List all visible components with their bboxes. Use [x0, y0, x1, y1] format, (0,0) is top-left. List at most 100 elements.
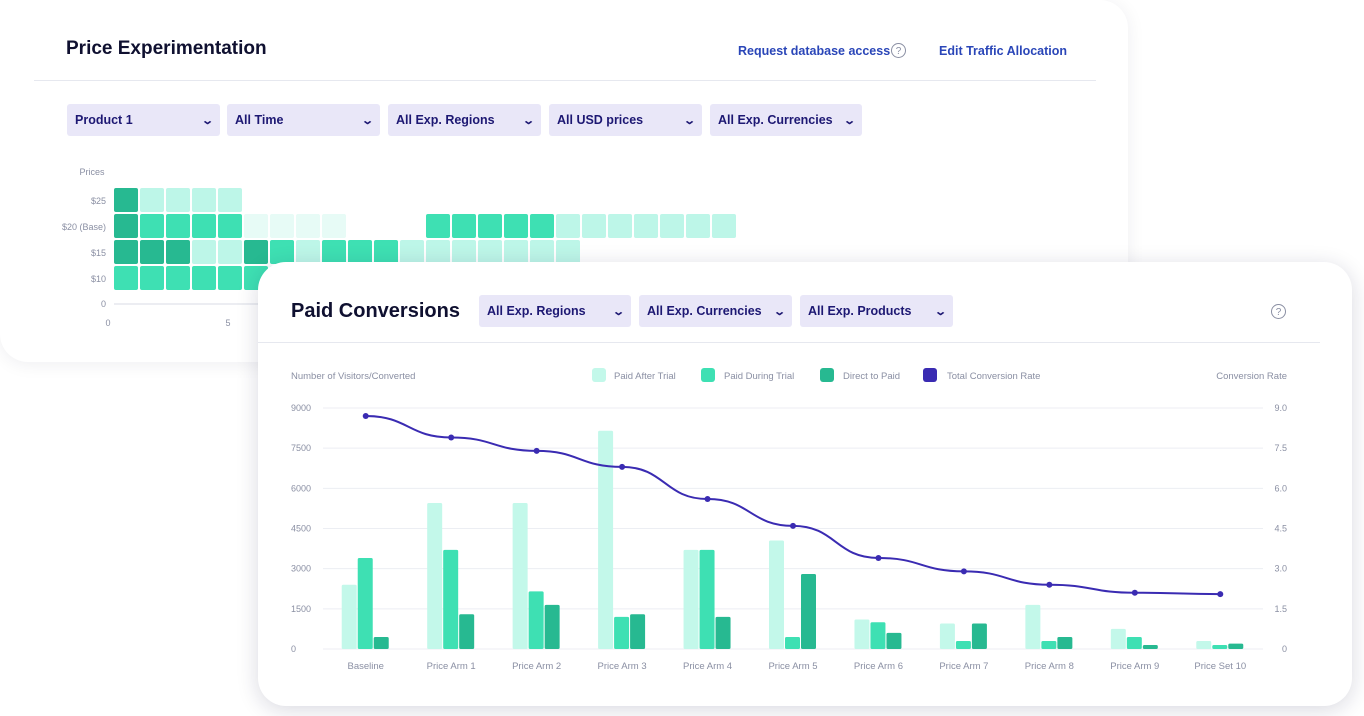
x-tick-label: Price Arm 9 [1110, 661, 1159, 672]
bar-direct-to-paid [886, 632, 902, 649]
legend-label: Direct to Paid [843, 371, 900, 382]
y-tick-label: 1500 [291, 604, 311, 614]
price-grid-cell [348, 240, 372, 264]
y2-tick-label: 9.0 [1274, 403, 1287, 413]
price-grid-cell [218, 266, 242, 290]
products-filter-dropdown[interactable]: All Exp. Products ⌄ [800, 295, 953, 327]
dropdown-label: All Exp. Regions [396, 113, 495, 127]
price-grid-cell [556, 240, 580, 264]
y-tick-label: 3000 [291, 564, 311, 574]
price-grid-cell [296, 214, 320, 238]
y2-tick-label: 7.5 [1274, 443, 1287, 453]
x-tick-label: Price Set 10 [1194, 661, 1246, 672]
currencies-filter-dropdown[interactable]: All Exp. Currencies ⌄ [639, 295, 792, 327]
price-grid-cell [400, 240, 424, 264]
y-tick-label: 7500 [291, 443, 311, 453]
bar-paid-after-trial [683, 549, 699, 649]
conversion-rate-point [362, 413, 369, 420]
bar-direct-to-paid [630, 614, 646, 649]
conversion-rate-point [1131, 589, 1138, 596]
edit-traffic-allocation-link[interactable]: Edit Traffic Allocation [939, 44, 1068, 58]
conversion-rate-point [790, 522, 796, 529]
price-grid-cell [504, 214, 528, 238]
bar-paid-during-trial [614, 616, 630, 649]
price-grid-cell [114, 266, 138, 290]
bar-paid-after-trial [1196, 640, 1212, 649]
dropdown-label: All Time [235, 113, 284, 127]
bar-paid-during-trial [1041, 640, 1057, 649]
chevron-down-icon: ⌄ [933, 305, 947, 318]
section-title: Paid Conversions [291, 300, 460, 322]
grid-y-label: 0 [101, 299, 106, 309]
price-grid-cell [140, 214, 164, 238]
page-title: Price Experimentation [66, 38, 267, 59]
y-axis-title: Number of Visitors/Converted [291, 371, 415, 382]
conversion-rate-point [619, 463, 626, 470]
x-tick-label: Price Arm 8 [1025, 661, 1074, 672]
y-tick-label: 0 [291, 644, 296, 654]
conversion-rate-point [533, 447, 540, 454]
bar-paid-during-trial [785, 636, 800, 649]
bar-direct-to-paid [1142, 644, 1158, 649]
grid-y-label: $15 [91, 248, 106, 258]
bar-paid-during-trial [870, 622, 886, 649]
legend-swatch-direct-to-paid [820, 368, 834, 382]
question-circle-icon[interactable]: ? [1271, 304, 1286, 319]
paid-conversions-card: Paid Conversions All Exp. Regions ⌄ All E… [258, 262, 1352, 706]
y-tick-label: 4500 [291, 524, 311, 534]
price-grid-cell [686, 214, 710, 238]
regions-filter-dropdown[interactable]: All Exp. Regions ⌄ [388, 104, 541, 136]
conversion-rate-point [875, 554, 882, 561]
dropdown-label: All USD prices [557, 113, 644, 127]
bar-paid-during-trial [1212, 644, 1228, 649]
bar-paid-after-trial [512, 503, 528, 649]
chevron-down-icon: ⌄ [521, 114, 535, 127]
x-tick-label: Price Arm 1 [427, 661, 476, 672]
price-grid-cell [140, 240, 164, 264]
bar-paid-during-trial [357, 557, 373, 649]
grid-x-label: 5 [225, 318, 230, 328]
paid-conversions-chart: Number of Visitors/Converted Conversion … [291, 368, 1287, 672]
price-grid-cell [478, 214, 502, 238]
price-grid-cell [244, 240, 268, 264]
dropdown-label: Product 1 [75, 113, 133, 127]
product-filter-dropdown[interactable]: Product 1 ⌄ [67, 104, 220, 136]
price-grid-cell [140, 188, 164, 212]
dropdown-label: All Exp. Regions [487, 304, 586, 318]
x-tick-label: Price Arm 5 [768, 661, 817, 672]
usd-prices-filter-dropdown[interactable]: All USD prices ⌄ [549, 104, 702, 136]
price-grid-cell [114, 214, 138, 238]
bar-paid-during-trial [528, 591, 544, 649]
request-database-access-link[interactable]: Request database access [738, 44, 891, 58]
price-grid-cell [270, 240, 294, 264]
price-grid-cell [192, 188, 216, 212]
bar-paid-after-trial [1110, 628, 1126, 649]
bar-paid-after-trial [598, 430, 614, 649]
price-grid-cell [218, 188, 242, 212]
currencies-filter-dropdown[interactable]: All Exp. Currencies ⌄ [710, 104, 862, 136]
bar-direct-to-paid [1057, 636, 1073, 649]
regions-filter-dropdown[interactable]: All Exp. Regions ⌄ [479, 295, 631, 327]
bar-direct-to-paid [801, 574, 816, 649]
price-grid-cell [114, 188, 138, 212]
price-grid-cell [530, 214, 554, 238]
price-grid-cell [218, 240, 242, 264]
y-tick-label: 6000 [291, 483, 311, 493]
x-tick-label: Price Arm 2 [512, 661, 561, 672]
price-grid-cell [322, 214, 346, 238]
time-filter-dropdown[interactable]: All Time ⌄ [227, 104, 380, 136]
price-grid-cell [140, 266, 164, 290]
question-circle-icon[interactable]: ? [891, 43, 906, 58]
legend-swatch-paid-after-trial [592, 368, 606, 382]
price-grid-cell [244, 214, 268, 238]
price-grid-cell [192, 266, 216, 290]
bar-paid-after-trial [769, 540, 784, 649]
grid-y-label: $20 (Base) [62, 222, 106, 232]
bar-paid-during-trial [443, 549, 459, 649]
chevron-down-icon: ⌄ [842, 114, 856, 127]
legend-label: Paid During Trial [724, 371, 794, 382]
grid-y-label: $25 [91, 196, 106, 206]
grid-y-label: $10 [91, 274, 106, 284]
y-tick-label: 9000 [291, 403, 311, 413]
bar-direct-to-paid [1228, 643, 1244, 649]
